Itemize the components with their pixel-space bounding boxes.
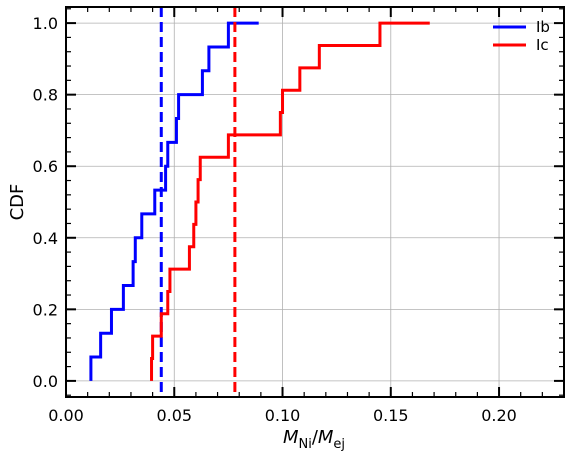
x-tick-label: 0.10 (265, 406, 301, 425)
y-tick-label: 0.0 (33, 372, 58, 391)
legend-label-ic: Ic (536, 36, 549, 54)
y-tick-label: 0.4 (33, 229, 58, 248)
plot-frame (65, 6, 565, 398)
axis-ticks: 0.00 0.05 0.10 0.15 0.20 0.0 0.2 0.4 0.6 0.8 1.0 (33, 7, 564, 425)
y-tick-label: 0.6 (33, 157, 58, 176)
series-line-ib (89, 21, 259, 381)
legend-label-ib: Ib (536, 18, 550, 36)
x-tick-label: 0.00 (48, 406, 84, 425)
x-axis-label: MNi/Mej (283, 427, 345, 452)
series-lines (89, 7, 430, 397)
legend: Ib Ic (493, 18, 550, 54)
axes-frame (65, 6, 565, 398)
grid (65, 7, 564, 397)
x-tick-label: 0.20 (481, 406, 517, 425)
y-tick-label: 0.8 (33, 86, 58, 105)
x-tick-label: 0.15 (373, 406, 409, 425)
x-tick-label: 0.05 (156, 406, 192, 425)
series-line-ic (150, 21, 430, 381)
y-tick-label: 1.0 (33, 14, 58, 33)
y-axis-label: CDF (7, 184, 28, 221)
y-tick-label: 0.2 (33, 300, 58, 319)
